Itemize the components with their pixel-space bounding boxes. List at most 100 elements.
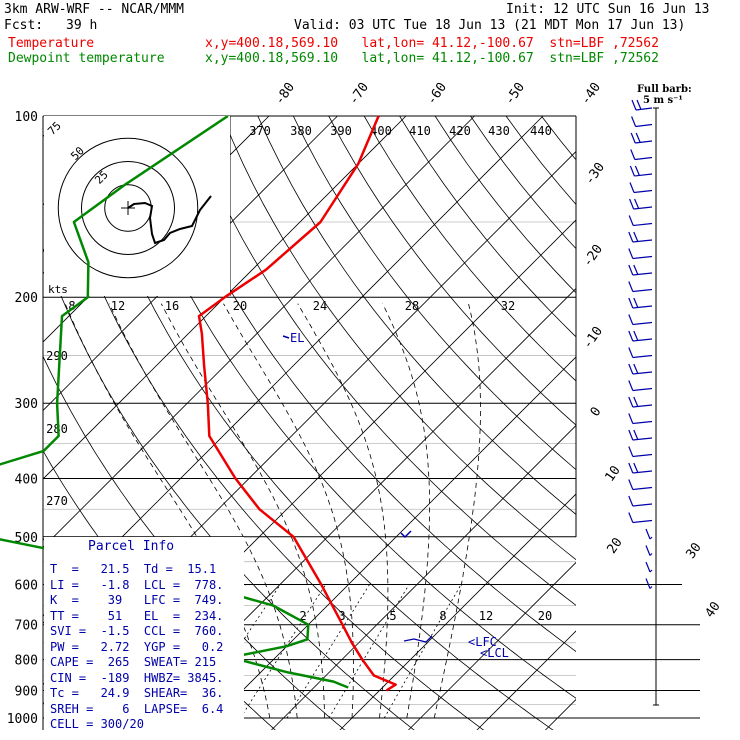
pressure-label-200: 200 (15, 291, 38, 306)
dry-adiabat (151, 116, 576, 652)
wind-barb (629, 182, 635, 193)
model-title: 3km ARW-WRF -- NCAR/MMM (4, 2, 185, 17)
wind-barb (636, 99, 642, 110)
dry-adiabat (648, 116, 740, 731)
parcel-info-row: PW = 2.72 YGP = 0.2 (50, 639, 224, 654)
pressure-label-600: 600 (15, 578, 38, 593)
wind-barb (632, 288, 653, 293)
dry-adiabat (221, 116, 576, 561)
isotherm-label: -20 (580, 242, 606, 270)
wind-barb (632, 305, 653, 309)
theta-label: 440 (530, 124, 552, 138)
parcel-info-row: T = 21.5 Td = 15.1 (50, 562, 217, 576)
isotherm (407, 561, 576, 730)
wind-barb (632, 255, 653, 260)
wind-barb (632, 272, 653, 276)
parcel-info-row: LI = -1.8 LCL = 778. (50, 577, 224, 592)
parcel-info-title: Parcel Info (88, 539, 175, 554)
theta-label: 390 (330, 124, 352, 138)
mixing-ratio-label: 5 (389, 609, 396, 623)
mixing-ratio-line (286, 584, 370, 719)
wind-barb (628, 429, 634, 441)
wind-barb (632, 321, 653, 326)
wind-barb (633, 462, 639, 473)
temperature-profile (197, 115, 397, 692)
wind-barb (630, 149, 636, 160)
dry-adiabat (186, 116, 576, 606)
el-label: EL (290, 331, 304, 345)
wind-barb (628, 248, 634, 259)
isotherm-label: -40 (578, 80, 604, 108)
moist-adiabat (64, 303, 271, 719)
hodograph-background (44, 116, 230, 296)
mixing-ratio-line (328, 584, 410, 719)
wind-barb (633, 231, 639, 242)
wind-barb (628, 281, 634, 292)
isotherm (202, 356, 576, 730)
wind-barb (632, 371, 653, 375)
pressure-label-300: 300 (15, 397, 38, 412)
wind-barb (632, 239, 653, 243)
wind-barbs (628, 99, 659, 706)
wind-barb (632, 387, 653, 392)
valid-time: Valid: 03 UTC Tue 18 Jun 13 (21 MDT Mon … (294, 18, 686, 33)
moist-adiabat (160, 303, 326, 718)
isotherm-label: 10 (602, 463, 623, 484)
wind-barb (633, 297, 639, 308)
wind-barb (632, 437, 653, 441)
parcel-info-row: CAPE = 265 SWEAT= 215 (50, 655, 217, 669)
wind-barb (634, 165, 640, 176)
isotherm-label: -10 (580, 324, 606, 352)
isotherm-label: 30 (683, 540, 704, 561)
dry-adiabat (612, 116, 740, 731)
wind-barb (628, 462, 634, 474)
wind-barb (632, 404, 653, 408)
dry-adiabat (80, 116, 554, 730)
isotherm-label: -60 (424, 80, 450, 108)
wind-barb (631, 99, 637, 111)
theta-label: 430 (488, 124, 510, 138)
wind-barb (633, 206, 653, 210)
wind-barb (628, 314, 634, 325)
wind-barb (634, 198, 640, 209)
dewpoint-location: x,y=400.18,569.10 lat,lon= 41.12,-100.67… (205, 51, 659, 66)
isotherm-label: 40 (702, 599, 723, 620)
mixing-ratio-line (240, 584, 327, 719)
mixing-ratio-label: 2 (299, 609, 306, 623)
wind-barb (632, 470, 653, 474)
lcl-label: <LCL (480, 646, 509, 660)
theta-label: 290 (46, 349, 68, 363)
dry-adiabat (257, 116, 576, 515)
dewpoint-legend: Dewpoint temperature (8, 51, 165, 66)
wind-barb (628, 347, 634, 358)
wind-barb (628, 330, 634, 342)
isotherm (43, 116, 544, 617)
mixing-ratio-label: 3 (338, 609, 345, 623)
wind-barb (630, 132, 636, 144)
pressure-label-400: 400 (15, 472, 38, 487)
wind-barb (629, 165, 635, 177)
isotherm-label: 20 (604, 535, 625, 556)
wind-barb (633, 189, 653, 194)
wind-barb (634, 173, 653, 177)
thetae-label: 16 (165, 299, 179, 313)
isotherm (43, 116, 475, 549)
isotherm (43, 116, 407, 480)
parcel-info-background (44, 537, 244, 730)
mixing-ratio-label: 20 (538, 609, 552, 623)
mixing-ratio-line (383, 584, 462, 719)
dry-adiabat (505, 116, 576, 206)
wind-barb (632, 338, 653, 342)
wind-barb (632, 420, 653, 425)
wind-barb (632, 503, 653, 507)
theta-label: 400 (370, 124, 392, 138)
theta-label: 270 (46, 494, 68, 508)
wind-barb (633, 222, 653, 227)
thetae-label: 24 (313, 299, 327, 313)
wind-barb (632, 519, 653, 524)
thetae-label: 12 (111, 299, 125, 313)
wind-barb (645, 545, 651, 556)
wind-barb (629, 198, 635, 210)
parcel-info-row: K = 39 LFC = 749. (50, 593, 224, 607)
